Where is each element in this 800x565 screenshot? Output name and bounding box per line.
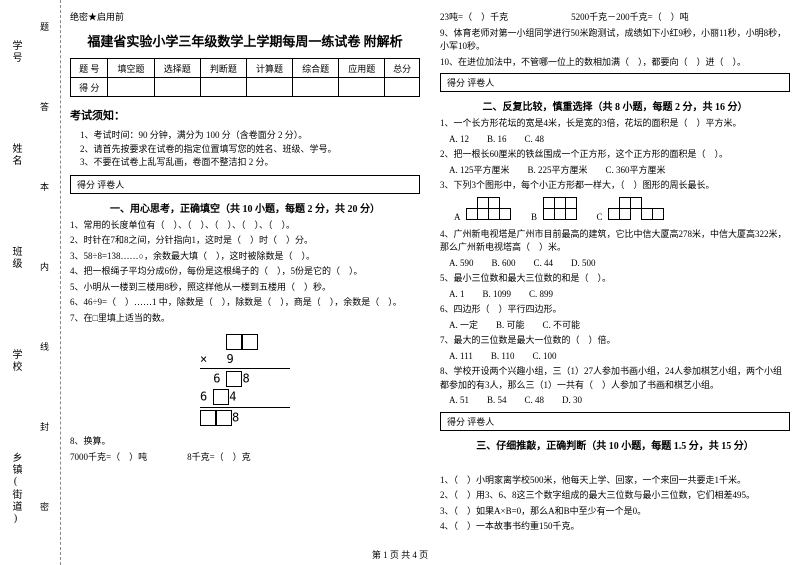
section1-title: 一、用心思考，正确填空（共 10 小题，每题 2 分，共 20 分） xyxy=(70,200,420,215)
seal-4: 线 xyxy=(40,340,49,353)
rtop-0: 23吨=（ ）千克 5200千克－200千克=（ ）吨 xyxy=(440,11,790,25)
score-row-label: 得 分 xyxy=(71,78,108,97)
shape-c: C xyxy=(597,198,665,223)
s2q2o: A. 125平方厘米 B. 225平方厘米 C. 360平方厘米 xyxy=(440,164,790,178)
sh-7: 总分 xyxy=(385,59,420,78)
sc-4 xyxy=(246,78,292,97)
notice-3: 3、不要在试卷上乱写乱画，卷面不整洁扣 2 分。 xyxy=(80,156,420,170)
section3-title: 三、仔细推敲，正确判断（共 10 小题，每题 1.5 分，共 15 分） xyxy=(440,437,790,452)
seal-6: 密 xyxy=(40,500,49,513)
binding-area: 学号 姓名 班级 学校 乡镇(街道) 题 答 本 内 线 封 密 xyxy=(0,0,61,565)
s1q7: 7、在□里填上适当的数。 xyxy=(70,312,420,326)
calc-l3: 68 xyxy=(200,371,290,387)
s2q6o: A. 一定 B. 可能 C. 不可能 xyxy=(440,319,790,333)
calc-l5: 8 xyxy=(200,410,290,426)
s1q8-row: 7000千克=（ ）吨 8千克=（ ）克 xyxy=(70,451,420,465)
seal-0: 题 xyxy=(40,20,49,33)
s2q8: 8、学校开设两个兴趣小组，三（1）27人参加书画小组，24人参加棋艺小组，两个小… xyxy=(440,365,790,392)
sc-1 xyxy=(108,78,154,97)
bind-label-name: 姓名 xyxy=(8,143,23,167)
sh-3: 判断题 xyxy=(200,59,246,78)
rtop-2: 10、在进位加法中，不管哪一位上的数相加满（ ），都要向（ ）进（ ）。 xyxy=(440,56,790,70)
s3q2: 2、（ ）用3、6、8这三个数字组成的最大三位数与最小三位数，它们相差495。 xyxy=(440,489,790,503)
sh-6: 应用题 xyxy=(339,59,385,78)
sc-6 xyxy=(339,78,385,97)
right-column: 23吨=（ ）千克 5200千克－200千克=（ ）吨 9、体育老师对第一小组同… xyxy=(440,10,790,545)
sh-4: 计算题 xyxy=(246,59,292,78)
s1q3: 3、58÷8=138……○，余数最大填（ ），这时被除数是（ ）。 xyxy=(70,250,420,264)
notice-1: 1、考试时间：90 分钟，满分为 100 分（含卷面分 2 分）。 xyxy=(80,129,420,143)
scorebox-3: 得分 评卷人 xyxy=(440,412,790,431)
notice-list: 1、考试时间：90 分钟，满分为 100 分（含卷面分 2 分）。 2、请首先按… xyxy=(70,129,420,170)
notice-2: 2、请首先按要求在试卷的指定位置填写您的姓名、班级、学号。 xyxy=(80,143,420,157)
s2q6: 6、四边形（ ）平行四边形。 xyxy=(440,303,790,317)
s3q3: 3、（ ）如果A×B=0，那么A和B中至少有一个是0。 xyxy=(440,505,790,519)
sc-3 xyxy=(200,78,246,97)
sh-2: 选择题 xyxy=(154,59,200,78)
s1q1: 1、常用的长度单位有（ ）、（ ）、（ ）、（ ）、（ ）。 xyxy=(70,219,420,233)
sc-2 xyxy=(154,78,200,97)
bind-label-school: 学校 xyxy=(8,349,23,373)
s2q1: 1、一个长方形花坛的宽是4米，长是宽的3倍，花坛的面积是（ ）平方米。 xyxy=(440,117,790,131)
bind-label-town: 乡镇(街道) xyxy=(8,452,23,526)
seal-3: 内 xyxy=(40,260,49,273)
s2q4: 4、广州新电视塔是广州市目前最高的建筑，它比中信大厦高278米，中信大厦高322… xyxy=(440,228,790,255)
calc-l4: 64 xyxy=(200,389,290,405)
s2q7: 7、最大的三位数是最大一位数的（ ）倍。 xyxy=(440,334,790,348)
score-table: 题 号 填空题 选择题 判断题 计算题 综合题 应用题 总分 得 分 xyxy=(70,58,420,97)
scorebox-1: 得分 评卷人 xyxy=(70,175,420,194)
s1q5: 5、小明从一楼到三楼用8秒，照这样他从一楼到五楼用（ ）秒。 xyxy=(70,281,420,295)
notice-title: 考试须知： xyxy=(70,107,420,123)
seal-2: 本 xyxy=(40,180,49,193)
calc-block: × 9 68 64 8 xyxy=(200,332,290,428)
s1q2: 2、时针在7和8之间，分针指向1，这时是（ ）时（ ）分。 xyxy=(70,234,420,248)
sh-1: 填空题 xyxy=(108,59,154,78)
s3q4: 4、（ ）一本故事书约重150千克。 xyxy=(440,520,790,534)
s2q5: 5、最小三位数和最大三位数的和是（ ）。 xyxy=(440,272,790,286)
binding-labels: 学号 姓名 班级 学校 乡镇(街道) xyxy=(8,0,23,565)
shape-row: A B C xyxy=(454,198,790,223)
content-area: 绝密★启用前 福建省实验小学三年级数学上学期每周一练试卷 附解析 题 号 填空题… xyxy=(70,10,790,545)
sh-0: 题 号 xyxy=(71,59,108,78)
s3q1: 1、（ ）小明家离学校500米，他每天上学、回家，一个来回一共要走1千米。 xyxy=(440,474,790,488)
paper-title: 福建省实验小学三年级数学上学期每周一练试卷 附解析 xyxy=(70,31,420,50)
left-column: 绝密★启用前 福建省实验小学三年级数学上学期每周一练试卷 附解析 题 号 填空题… xyxy=(70,10,420,545)
shape-a: A xyxy=(454,198,511,223)
s1q6: 6、46÷9=（ ）……1 中，除数是（ ），除数是（ ），商是（ ），余数是（… xyxy=(70,296,420,310)
sc-5 xyxy=(293,78,339,97)
shape-b: B xyxy=(531,198,577,223)
s2q1o: A. 12 B. 16 C. 48 xyxy=(440,133,790,147)
sh-5: 综合题 xyxy=(293,59,339,78)
confidential-label: 绝密★启用前 xyxy=(70,10,420,23)
sc-7 xyxy=(385,78,420,97)
bind-label-id: 学号 xyxy=(8,40,23,64)
s1q8: 8、换算。 xyxy=(70,435,420,449)
seal-5: 封 xyxy=(40,420,49,433)
s1q8b: 8千克=（ ）克 xyxy=(187,451,251,465)
section2-title: 二、反复比较，慎重选择（共 8 小题，每题 2 分，共 16 分） xyxy=(440,98,790,113)
calc-l1 xyxy=(200,334,290,350)
s2q4o: A. 590 B. 600 C. 44 D. 500 xyxy=(440,257,790,271)
s2q8o: A. 51 B. 54 C. 48 D. 30 xyxy=(440,394,790,408)
bind-label-class: 班级 xyxy=(8,246,23,270)
s2q3: 3、下列3个图形中，每个小正方形都一样大，（ ）图形的周长最长。 xyxy=(440,179,790,193)
s2q7o: A. 111 B. 110 C. 100 xyxy=(440,350,790,364)
s2q2: 2、把一根长60厘米的铁丝围成一个正方形，这个正方形的面积是（ ）。 xyxy=(440,148,790,162)
s1q8a: 7000千克=（ ）吨 xyxy=(70,451,147,465)
page-footer: 第 1 页 共 4 页 xyxy=(0,548,800,561)
calc-l2: × 9 xyxy=(200,352,290,366)
seal-1: 答 xyxy=(40,100,49,113)
s1q4: 4、把一根绳子平均分成6份，每份是这根绳子的（ ），5份是它的（ ）。 xyxy=(70,265,420,279)
scorebox-2: 得分 评卷人 xyxy=(440,73,790,92)
s2q5o: A. 1 B. 1099 C. 899 xyxy=(440,288,790,302)
rtop-1: 9、体育老师对第一小组同学进行50米跑测试，成绩如下小红9秒，小丽11秒，小明8… xyxy=(440,27,790,54)
